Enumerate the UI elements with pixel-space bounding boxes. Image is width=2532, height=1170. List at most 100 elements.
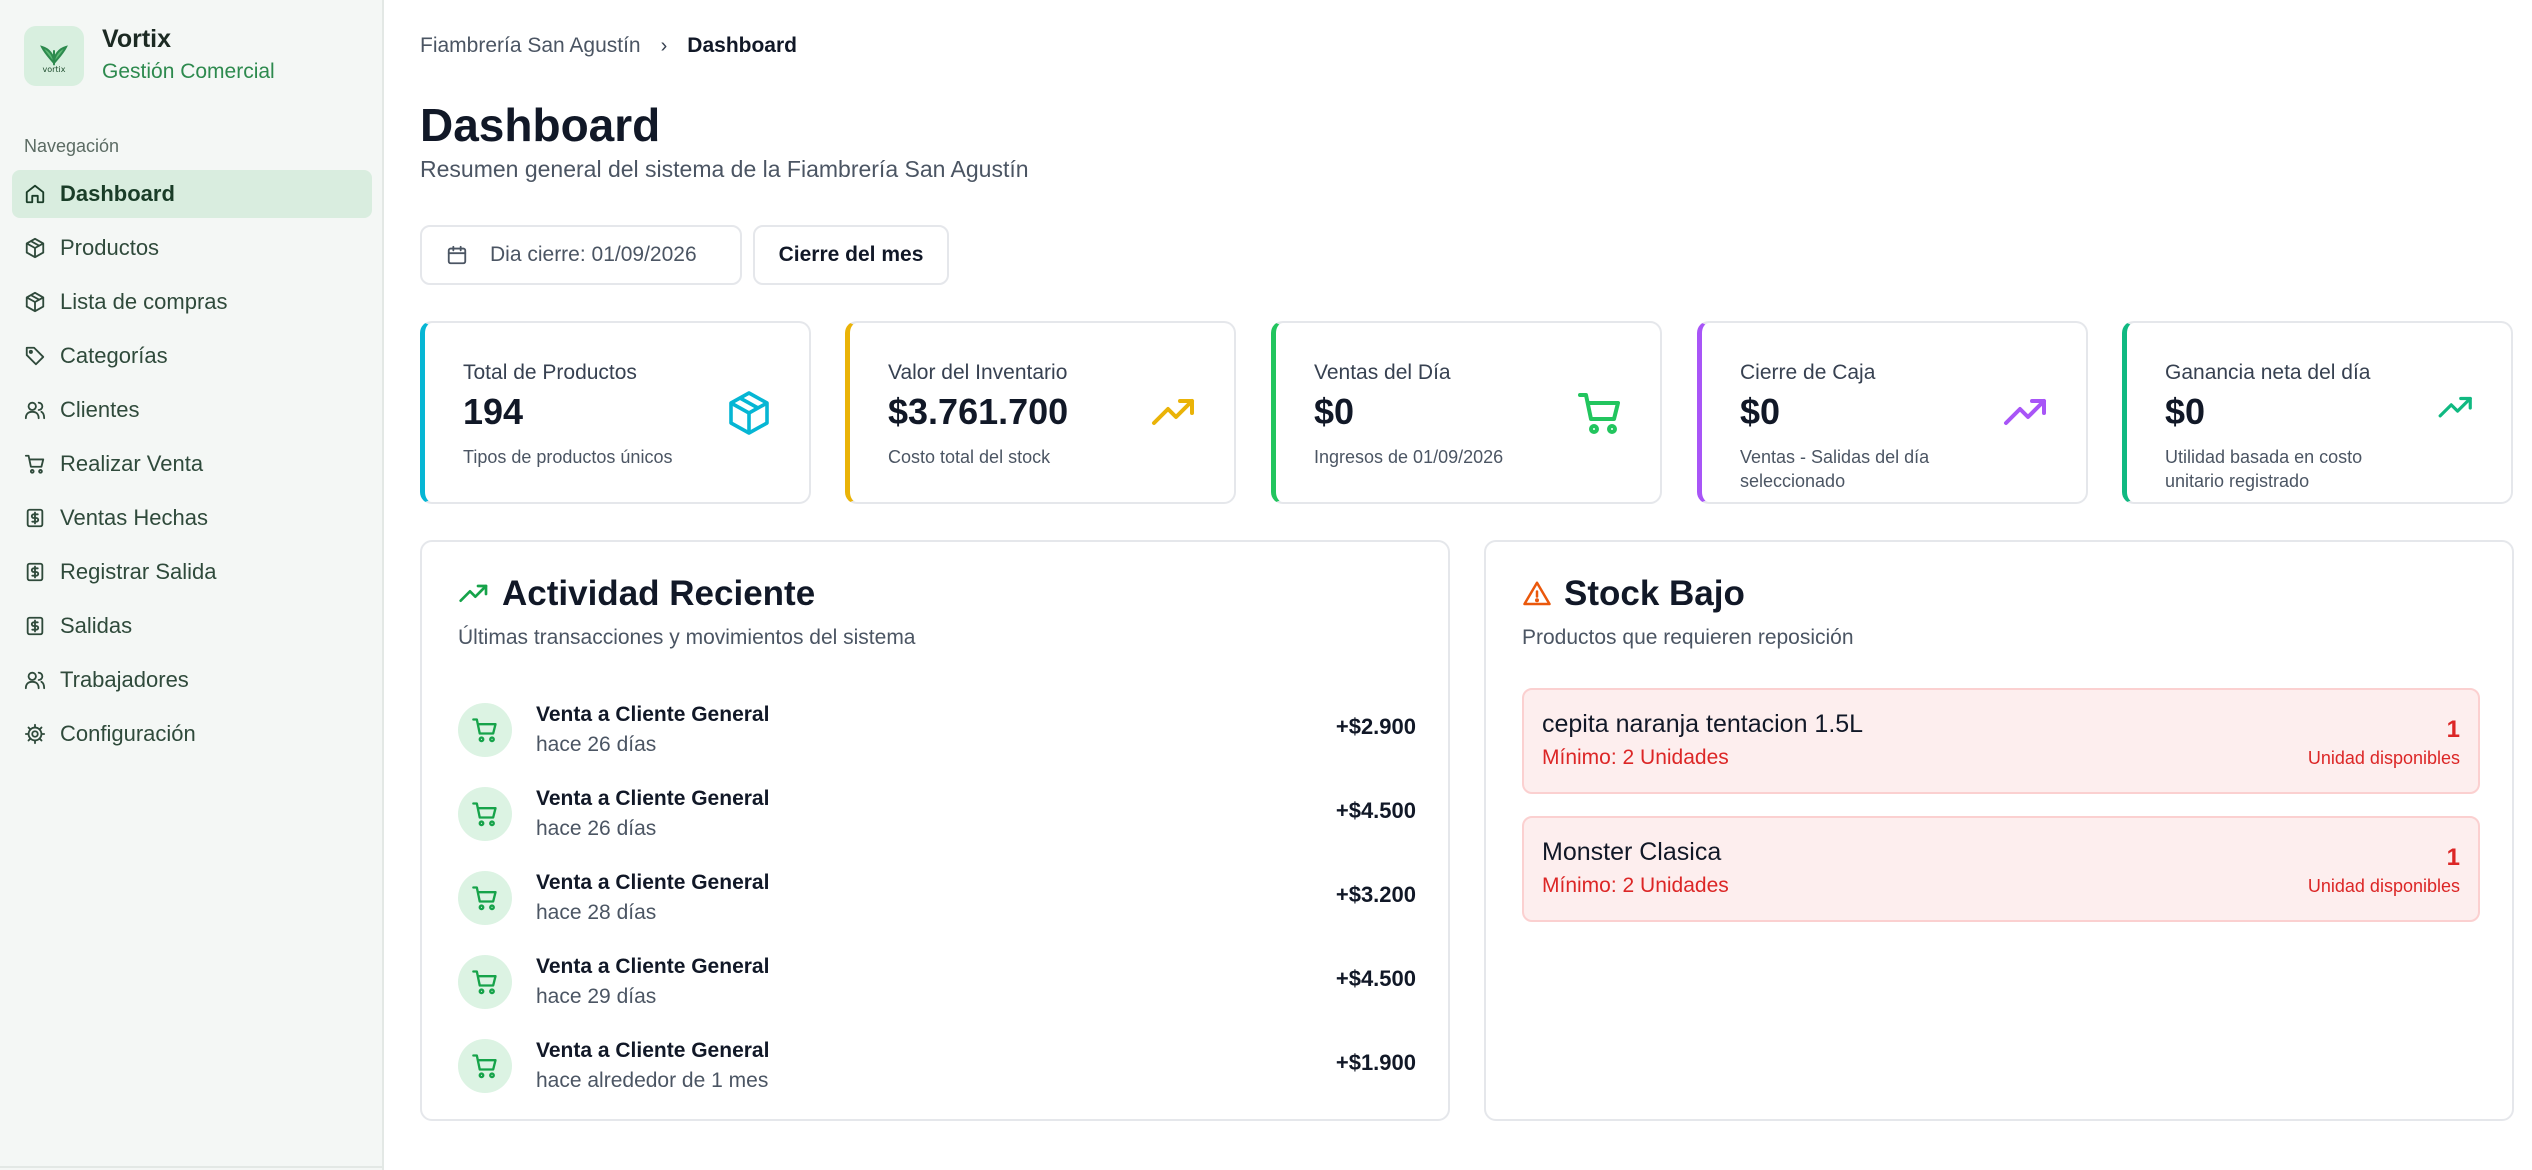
home-icon bbox=[25, 184, 45, 204]
activity-subtitle: Últimas transacciones y movimientos del … bbox=[458, 626, 916, 649]
card-desc: Utilidad basada en costo unitario regist… bbox=[2165, 447, 2363, 491]
card-desc: Costo total del stock bbox=[888, 447, 1051, 467]
sidebar-item-realizar-venta[interactable]: Realizar Venta bbox=[12, 440, 372, 488]
breadcrumb-parent[interactable]: Fiambrería San Agustín bbox=[420, 34, 641, 57]
activity-list: Venta a Cliente General hace 26 días +$2.… bbox=[458, 688, 1416, 1108]
sidebar-item-label: Salidas bbox=[60, 613, 133, 638]
activity-title-text: Venta a Cliente General bbox=[536, 871, 770, 894]
card-value: $0 bbox=[1740, 391, 1781, 432]
page-subtitle: Resumen general del sistema de la Fiambr… bbox=[420, 156, 1029, 182]
sidebar-item-label: Clientes bbox=[60, 397, 140, 422]
sidebar-nav: Dashboard Productos Lista de compras Cat… bbox=[12, 170, 372, 764]
date-picker-button[interactable]: Dia cierre: 01/09/2026 bbox=[420, 225, 742, 285]
activity-title-text: Venta a Cliente General bbox=[536, 1039, 770, 1062]
recent-activity-panel: Actividad Reciente Últimas transacciones… bbox=[420, 540, 1450, 1121]
logo-text: vortix bbox=[42, 64, 66, 74]
panel-title: Stock Bajo bbox=[1522, 574, 1745, 614]
activity-time: hace 28 días bbox=[536, 901, 657, 924]
list-item[interactable]: Venta a Cliente General hace 29 días +$4.… bbox=[458, 940, 1416, 1024]
brand[interactable]: vortix Vortix Gestión Comercial bbox=[24, 24, 275, 87]
activity-time: hace 26 días bbox=[536, 733, 657, 756]
breadcrumb: Fiambrería San Agustín › Dashboard bbox=[420, 34, 797, 58]
activity-amount: +$4.500 bbox=[1335, 966, 1416, 991]
activity-amount: +$1.900 bbox=[1335, 1050, 1416, 1075]
sidebar-item-registrar-salida[interactable]: Registrar Salida bbox=[12, 548, 372, 596]
card-value: 194 bbox=[463, 391, 524, 432]
stock-unit-label: Unidad disponibles bbox=[2307, 748, 2460, 768]
stock-quantity: 1 bbox=[2446, 844, 2460, 871]
sidebar-item-label: Realizar Venta bbox=[60, 451, 204, 476]
cart-icon bbox=[1576, 389, 1624, 442]
cart-icon bbox=[458, 955, 512, 1009]
chevron-right-icon: › bbox=[660, 34, 668, 57]
leaf-logo-icon: vortix bbox=[24, 25, 84, 86]
activity-title: Actividad Reciente bbox=[502, 574, 816, 613]
activity-time: hace alrededor de 1 mes bbox=[536, 1069, 769, 1092]
activity-time: hace 29 días bbox=[536, 985, 657, 1008]
list-item[interactable]: Venta a Cliente General hace 26 días +$2.… bbox=[458, 688, 1416, 772]
card-desc: Tipos de productos únicos bbox=[463, 447, 673, 467]
list-item[interactable]: Venta a Cliente General hace 28 días +$3.… bbox=[458, 856, 1416, 940]
cart-icon bbox=[458, 1039, 512, 1093]
sidebar-item-categorias[interactable]: Categorías bbox=[12, 332, 372, 380]
nav-heading: Navegación bbox=[24, 136, 120, 156]
sidebar-item-label: Ventas Hechas bbox=[60, 505, 208, 530]
dollar-doc-icon bbox=[26, 508, 44, 528]
list-item[interactable]: Venta a Cliente General hace 26 días +$4.… bbox=[458, 772, 1416, 856]
low-stock-panel: Stock Bajo Productos que requieren repos… bbox=[1484, 540, 2514, 1121]
activity-title-text: Venta a Cliente General bbox=[536, 703, 770, 726]
breadcrumb-current: Dashboard bbox=[687, 34, 797, 57]
card-value: $0 bbox=[1314, 391, 1355, 432]
sidebar-item-trabajadores[interactable]: Trabajadores bbox=[12, 656, 372, 704]
stat-card-cierre-caja: Cierre de Caja $0 Ventas - Salidas del d… bbox=[1697, 321, 2088, 504]
gear-icon bbox=[24, 723, 46, 745]
warning-icon bbox=[1523, 581, 1551, 606]
stat-card-total-productos: Total de Productos 194 Tipos de producto… bbox=[420, 321, 811, 504]
list-item[interactable]: cepita naranja tentacion 1.5L Mínimo: 2 … bbox=[1522, 688, 2480, 794]
stats-cards: Total de Productos 194 Tipos de producto… bbox=[420, 321, 2513, 504]
stock-quantity: 1 bbox=[2446, 716, 2460, 743]
dollar-doc-icon bbox=[26, 562, 44, 582]
sidebar-item-ventas-hechas[interactable]: Ventas Hechas bbox=[12, 494, 372, 542]
list-item[interactable]: Monster Clasica Mínimo: 2 Unidades 1 Uni… bbox=[1522, 816, 2480, 922]
sidebar-item-label: Productos bbox=[60, 235, 160, 260]
card-desc: Ingresos de 01/09/2026 bbox=[1314, 447, 1504, 467]
sidebar-item-productos[interactable]: Productos bbox=[12, 224, 372, 272]
activity-title-text: Venta a Cliente General bbox=[536, 787, 770, 810]
sidebar-item-configuracion[interactable]: Configuración bbox=[12, 710, 372, 758]
sidebar-item-label: Dashboard bbox=[60, 181, 175, 206]
stat-card-ganancia-neta: Ganancia neta del día $0 Utilidad basada… bbox=[2122, 321, 2513, 504]
cart-icon bbox=[458, 703, 512, 757]
box-icon bbox=[25, 237, 45, 259]
sidebar: vortix Vortix Gestión Comercial Navegaci… bbox=[0, 0, 384, 1170]
card-label: Valor del Inventario bbox=[888, 361, 1068, 384]
trending-up-icon bbox=[2437, 389, 2475, 432]
stock-minimum: Mínimo: 2 Unidades bbox=[1542, 874, 1729, 897]
card-value: $0 bbox=[2165, 391, 2206, 432]
stock-unit-label: Unidad disponibles bbox=[2307, 876, 2460, 896]
sidebar-item-clientes[interactable]: Clientes bbox=[12, 386, 372, 434]
card-value: $3.761.700 bbox=[888, 391, 1069, 432]
sidebar-item-label: Categorías bbox=[60, 343, 168, 368]
list-item[interactable]: Venta a Cliente General hace alrededor de… bbox=[458, 1024, 1416, 1108]
close-month-button[interactable]: Cierre del mes bbox=[753, 225, 949, 285]
users-icon bbox=[24, 401, 46, 420]
sidebar-item-salidas[interactable]: Salidas bbox=[12, 602, 372, 650]
sidebar-item-lista-de-compras[interactable]: Lista de compras bbox=[12, 278, 372, 326]
sidebar-item-label: Configuración bbox=[60, 721, 196, 746]
panel-title: Actividad Reciente bbox=[458, 574, 815, 614]
activity-title-text: Venta a Cliente General bbox=[536, 955, 770, 978]
calendar-icon bbox=[447, 245, 467, 265]
sidebar-item-dashboard[interactable]: Dashboard bbox=[12, 170, 372, 218]
activity-amount: +$3.200 bbox=[1335, 882, 1416, 907]
trending-up-icon bbox=[2002, 389, 2050, 442]
dollar-doc-icon bbox=[26, 616, 44, 636]
stock-product-name: cepita naranja tentacion 1.5L bbox=[1542, 710, 1864, 738]
stock-title: Stock Bajo bbox=[1564, 574, 1745, 613]
card-label: Ganancia neta del día bbox=[2165, 361, 2371, 384]
trending-up-icon bbox=[459, 584, 488, 602]
sidebar-item-label: Trabajadores bbox=[60, 667, 189, 692]
date-label: Dia cierre: 01/09/2026 bbox=[490, 243, 697, 266]
brand-subtitle: Gestión Comercial bbox=[102, 60, 275, 83]
activity-amount: +$4.500 bbox=[1335, 798, 1416, 823]
